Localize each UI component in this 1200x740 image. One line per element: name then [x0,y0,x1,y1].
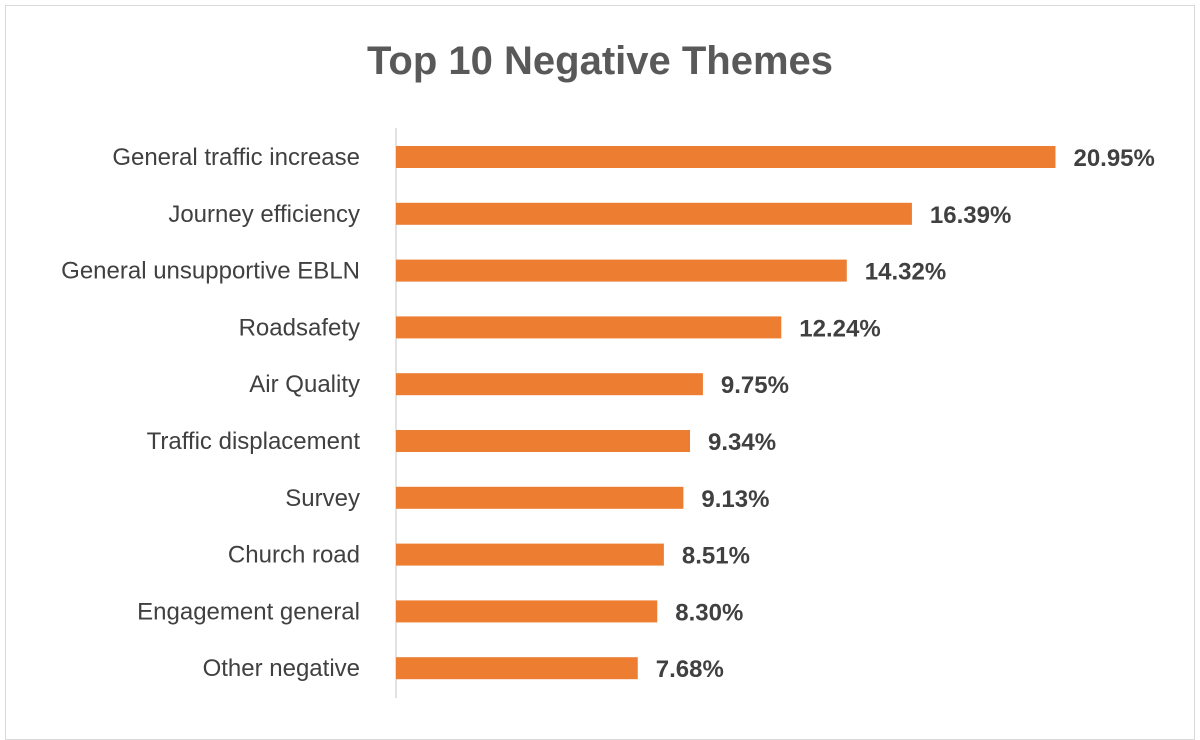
category-label: Other negative [203,655,360,682]
category-label: General unsupportive EBLN [61,258,360,285]
data-label: 7.68% [656,656,724,683]
bar [396,600,658,623]
category-label: Journey efficiency [168,201,360,228]
data-label: 8.51% [682,543,750,570]
bar [396,146,1056,168]
data-label: 20.95% [1073,145,1154,172]
bar [396,430,691,452]
bar [396,259,847,282]
data-label: 8.30% [675,599,743,626]
category-label: Air Quality [249,371,360,398]
bar [396,657,638,680]
data-label: 14.32% [865,259,946,286]
data-label: 9.13% [701,486,769,513]
category-label: General traffic increase [112,144,360,171]
category-label: Survey [285,485,360,512]
data-label: 16.39% [930,202,1011,229]
data-label: 9.34% [708,429,776,456]
bar [396,373,703,396]
bar [396,543,664,566]
category-label: Traffic displacement [147,428,361,455]
category-label: Engagement general [137,598,360,625]
data-label: 9.75% [721,372,789,399]
chart-title: Top 10 Negative Themes [367,39,833,83]
bar [396,316,782,339]
category-label: Church road [228,542,360,569]
data-label: 12.24% [799,315,880,342]
bar [396,202,912,225]
category-label: Roadsafety [239,314,360,341]
bar [396,486,684,509]
